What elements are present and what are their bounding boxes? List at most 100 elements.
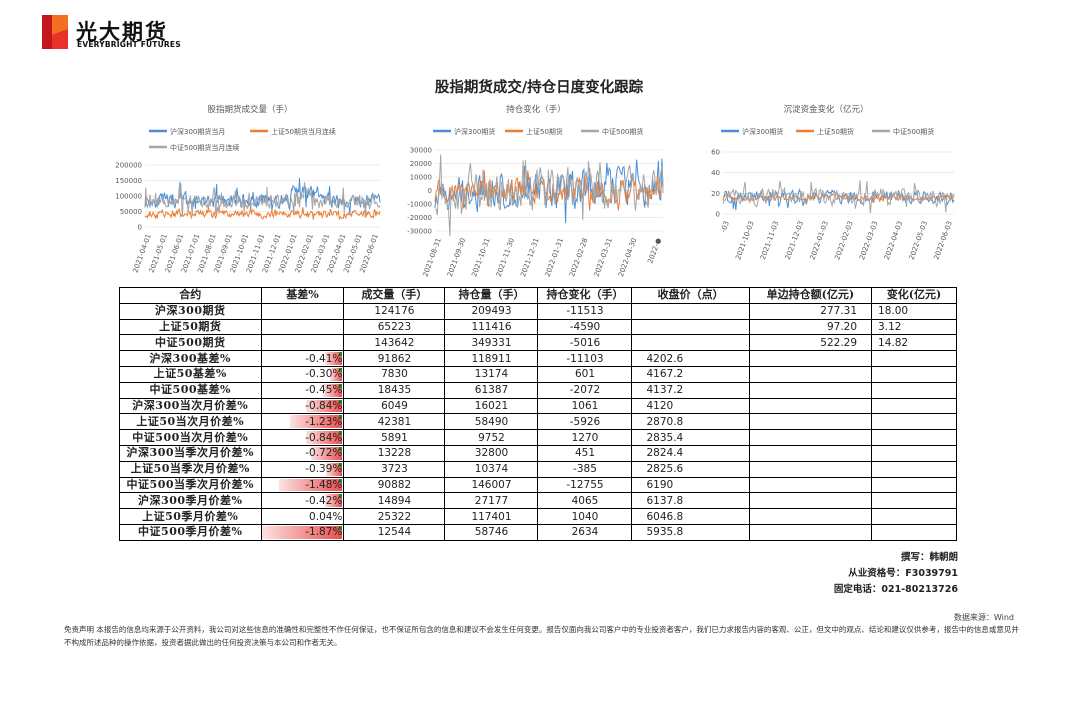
x-tick-label: 2022-01-03 xyxy=(809,220,830,261)
header-oi-change: 持仓变化（手） xyxy=(537,287,633,304)
position-amount-value xyxy=(748,508,873,525)
header-open-interest: 持仓量（手） xyxy=(444,287,539,304)
y-tick-label: 60 xyxy=(711,149,720,157)
legend-label: 沪深300期货当月 xyxy=(170,127,225,136)
volume-value: 65223 xyxy=(343,318,446,336)
y-tick-label: 30000 xyxy=(410,147,432,155)
volume-value: 42381 xyxy=(343,413,446,431)
open-interest-value: 209493 xyxy=(444,302,539,320)
open-interest-value: 32800 xyxy=(444,444,539,462)
oi-change-value: 1270 xyxy=(537,429,633,446)
open-interest-value: 27177 xyxy=(444,492,539,510)
close-price-value: 2870.8 xyxy=(631,413,750,431)
contract-name: 沪深300当次月价差% xyxy=(119,397,262,415)
page-title: 股指期货成交/持仓日度变化跟踪 xyxy=(434,79,644,96)
position-amount-value xyxy=(748,429,873,446)
position-amount-value xyxy=(748,460,873,478)
amount-change-value xyxy=(871,476,957,494)
open-interest-value: 117401 xyxy=(444,508,539,525)
contract-name: 沪深300基差% xyxy=(119,350,262,367)
contract-name: 中证500当季次月价差% xyxy=(119,476,262,494)
basis-cell xyxy=(260,318,345,336)
x-tick-label: 2022-04-30 xyxy=(617,237,638,278)
oi-change-value: -11103 xyxy=(537,350,633,367)
x-tick-label: 2021-12-31 xyxy=(519,237,540,278)
phone-number: 固定电话：021-80213726 xyxy=(833,584,958,595)
basis-value: -0.45% xyxy=(305,384,343,397)
basis-bar xyxy=(324,494,343,508)
oi-change-chart: 持仓变化（手） 沪深300期货 上证50期货 中证500期货 30000 20000 100… xyxy=(398,100,673,285)
contract-name: 上证50基差% xyxy=(119,365,262,383)
amount-change-value xyxy=(871,508,957,525)
basis-bar xyxy=(306,431,343,444)
amount-change-value xyxy=(871,397,957,415)
oi-change-value: 1040 xyxy=(537,508,633,525)
chart-title: 股指期货成交量（手） xyxy=(207,104,292,115)
basis-value xyxy=(342,321,343,333)
chart-title: 沉淀资金变化（亿元） xyxy=(783,104,868,115)
basis-cell: -0.84% xyxy=(260,429,345,446)
basis-value: -0.72% xyxy=(305,447,343,460)
close-price-value: 2835.4 xyxy=(631,429,750,446)
y-tick-label: 0 xyxy=(428,187,432,195)
position-amount-value: 97.20 xyxy=(748,318,873,336)
position-amount-value xyxy=(748,413,873,431)
volume-value: 13228 xyxy=(343,444,446,462)
series-line-1 xyxy=(144,206,381,220)
basis-cell: -0.30% xyxy=(260,365,345,383)
legend-label: 沪深300期货 xyxy=(742,127,783,136)
logo-english-name: EVERYBRIGHT FUTURES xyxy=(77,40,181,49)
contract-name: 上证50期货 xyxy=(119,318,262,336)
author: 撰写：韩朝朗 xyxy=(900,552,958,563)
basis-bar-marker xyxy=(339,383,343,388)
close-price-value xyxy=(631,318,750,336)
x-tick-label: 2022-05-03 xyxy=(908,220,929,261)
basis-cell: -1.87% xyxy=(260,523,345,541)
volume-value: 90882 xyxy=(343,476,446,494)
basis-bar xyxy=(279,478,343,492)
amount-change-value xyxy=(871,350,957,367)
legend-label: 中证500期货 xyxy=(602,127,643,136)
basis-cell xyxy=(260,334,345,352)
basis-bar-marker xyxy=(339,462,343,467)
oi-change-value: 601 xyxy=(537,365,633,383)
basis-bar-marker xyxy=(339,399,343,404)
contract-name: 上证50当季次月价差% xyxy=(119,460,262,478)
volume-value: 14894 xyxy=(343,492,446,510)
position-amount-value xyxy=(748,444,873,462)
close-price-value: 2824.4 xyxy=(631,444,750,462)
amount-change-value xyxy=(871,444,957,462)
volume-value: 5891 xyxy=(343,429,446,446)
license-number: 从业资格号：F3039791 xyxy=(848,568,958,579)
open-interest-value: 16021 xyxy=(444,397,539,415)
volume-chart: 股指期货成交量（手） 沪深300期货当月 上证50期货当月连续 中证500期货当月连续… xyxy=(112,100,392,285)
y-tick-label: 200000 xyxy=(115,162,142,170)
amount-change-value: 14.82 xyxy=(871,334,957,352)
y-tick-label: 10000 xyxy=(410,174,432,182)
basis-bar xyxy=(325,462,343,476)
basis-bar-marker xyxy=(339,478,343,483)
basis-cell: 0.04% xyxy=(260,508,345,525)
basis-value: -0.39% xyxy=(305,463,343,476)
contract-name: 沪深300季月价差% xyxy=(119,492,262,510)
close-price-value: 6190 xyxy=(631,476,750,494)
x-tick-label: -03 xyxy=(719,220,730,233)
volume-value: 25322 xyxy=(343,508,446,525)
table-row: 沪深300季月价差% -0.42% 14894 27177 4065 6137.8 xyxy=(119,492,957,510)
y-tick-label: 20 xyxy=(711,190,720,198)
open-interest-value: 9752 xyxy=(444,429,539,446)
basis-value: 0.04% xyxy=(309,510,343,523)
table-row: 上证50当季次月价差% -0.39% 3723 10374 -385 2825.6 xyxy=(119,460,957,478)
table-row: 中证500当季次月价差% -1.48% 90882 146007 -12755 6190 xyxy=(119,476,957,494)
x-tick-label: 2021-11-30 xyxy=(495,237,516,278)
legend-label: 沪深300期货 xyxy=(454,127,495,136)
basis-value: -0.41% xyxy=(305,352,343,365)
series-line-2 xyxy=(434,154,664,237)
contract-name: 中证500基差% xyxy=(119,381,262,399)
oi-change-chart-svg: 持仓变化（手） 沪深300期货 上证50期货 中证500期货 30000 20000 100… xyxy=(407,104,664,278)
table-row: 上证50期货 65223 111416 -4590 97.20 3.12 xyxy=(119,318,957,336)
basis-bar-marker xyxy=(339,525,343,530)
close-price-value: 4202.6 xyxy=(631,350,750,367)
volume-value: 143642 xyxy=(343,334,446,352)
basis-value xyxy=(342,337,343,349)
